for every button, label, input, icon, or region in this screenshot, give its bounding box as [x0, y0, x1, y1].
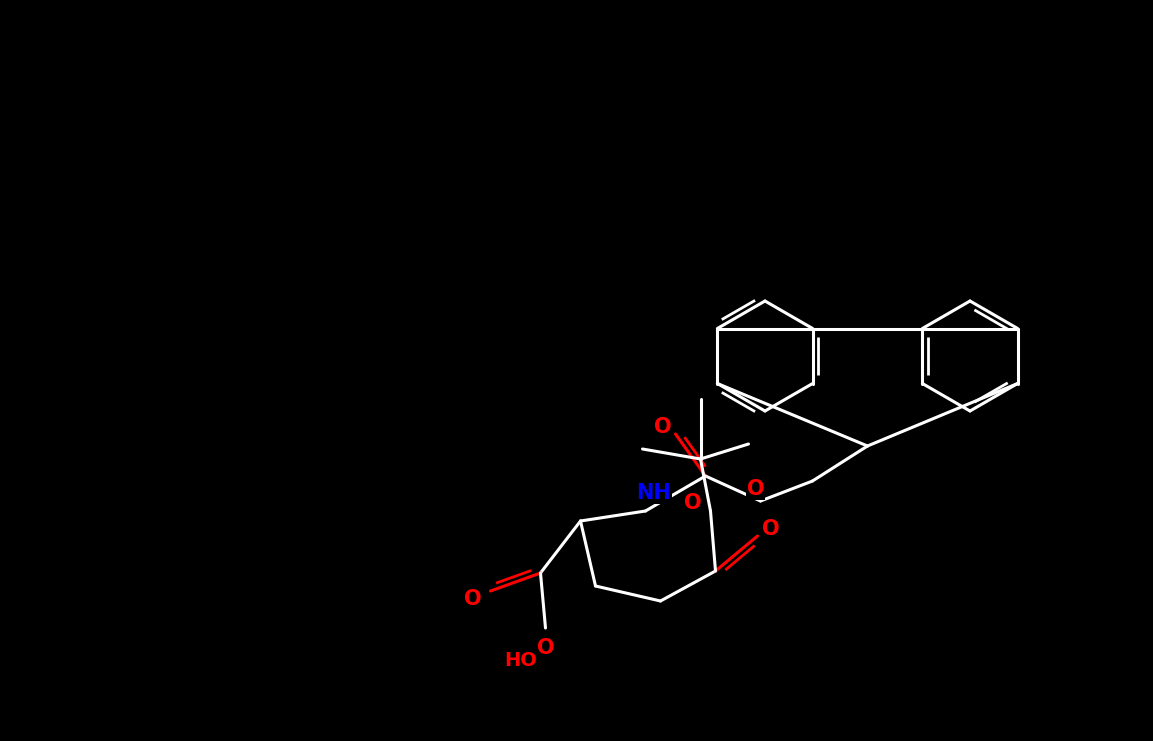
Text: HO: HO [504, 651, 537, 670]
Text: O: O [684, 493, 701, 513]
Text: O: O [654, 417, 671, 437]
Text: O: O [747, 479, 764, 499]
Text: NH: NH [636, 483, 671, 503]
Text: O: O [464, 589, 481, 609]
Text: O: O [536, 638, 555, 658]
Text: O: O [762, 519, 779, 539]
